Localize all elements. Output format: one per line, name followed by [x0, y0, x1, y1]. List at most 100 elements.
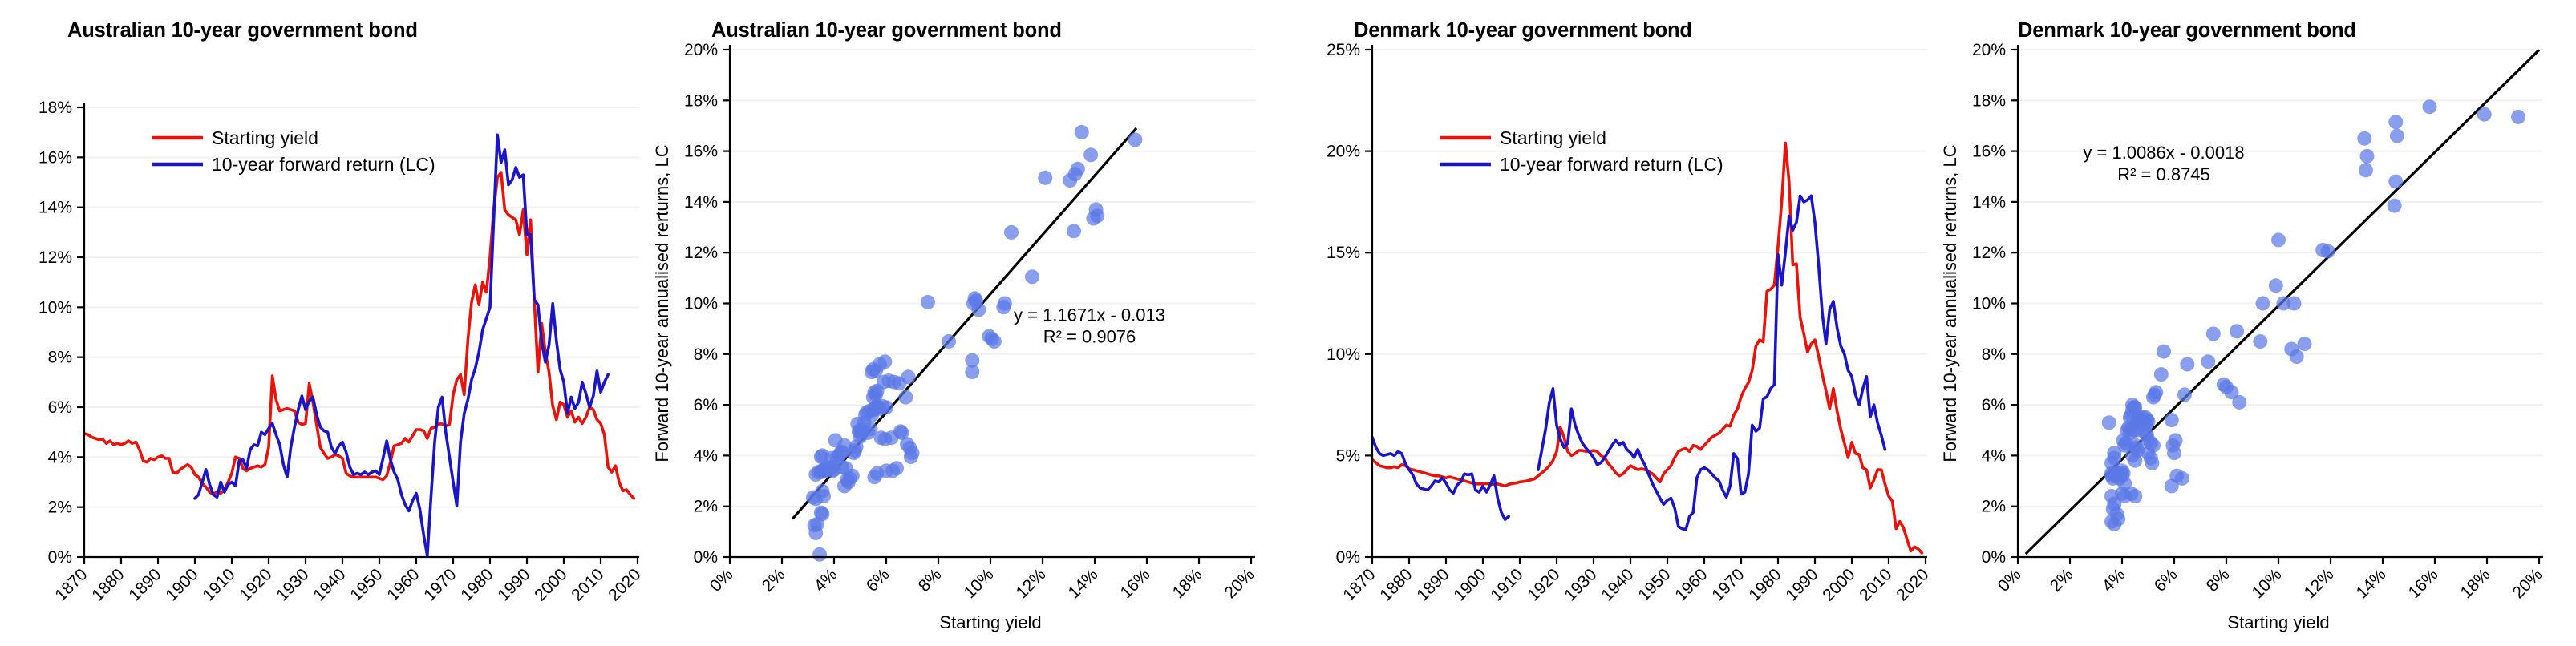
y-axis-label: Forward 10-year annualised rerturns, LC	[652, 144, 672, 462]
y-tick-label: 18%	[1972, 91, 2006, 110]
scatter-point	[965, 353, 980, 368]
axes	[728, 45, 1255, 559]
scatter-point	[2511, 109, 2525, 124]
scatter-point	[967, 291, 982, 306]
x-tick-label: 16%	[1117, 565, 1154, 602]
axes	[1371, 45, 1927, 559]
x-tick-label: 8%	[915, 565, 946, 596]
x-tick-label: 1970	[1708, 565, 1748, 604]
gridlines	[1372, 49, 1927, 457]
scatter-point	[2358, 163, 2373, 178]
scatter-point	[2276, 296, 2291, 311]
scatter-point	[867, 470, 882, 485]
scatter-point	[2101, 415, 2116, 430]
scatter-point	[2320, 244, 2335, 259]
scatter-point	[877, 354, 893, 369]
chart-panel-denmark-scatter: Denmark 10-year government bond y = 1.00…	[1932, 0, 2576, 646]
scatter-point	[2357, 131, 2372, 146]
x-tick-label: 2000	[531, 565, 570, 604]
x-tick-label: 1900	[162, 565, 201, 604]
x-tick-label: 1930	[273, 565, 312, 604]
y-tick-label: 14%	[38, 199, 72, 217]
gridlines	[2018, 49, 2543, 507]
x-tick-label: 6%	[863, 565, 893, 596]
legend-label: Starting yield	[212, 127, 318, 148]
x-tick-label: 12%	[2301, 565, 2338, 602]
scatter-point	[2230, 324, 2244, 339]
y-tick-label: 12%	[38, 248, 72, 267]
x-tick-label: 4%	[811, 565, 841, 596]
scatter-point	[2146, 438, 2161, 453]
x-tick-label: 10%	[2249, 565, 2286, 602]
axes	[2016, 45, 2543, 559]
y-tick-label: 0%	[1982, 548, 2006, 567]
regression-equation: y = 1.1671x - 0.013	[1014, 305, 1165, 325]
chart-title: Australian 10-year government bond	[711, 19, 1062, 42]
x-tick-label: 1870	[1339, 565, 1379, 604]
series-forward_return	[1371, 435, 1510, 521]
gridlines	[730, 49, 1255, 507]
x-tick-label: 0%	[707, 565, 737, 596]
y-tick-label: 14%	[1972, 193, 2006, 212]
legend: Starting yield 10-year forward return (LC…	[152, 127, 435, 175]
scatter-point	[2289, 349, 2304, 364]
scatter-point	[2180, 357, 2195, 372]
scatter-point	[2268, 278, 2283, 293]
y-tick-label: 2%	[48, 499, 72, 517]
y-tick-label: 18%	[684, 91, 718, 110]
chart-panel-denmark-line: Denmark 10-year government bond 0% 5% 10% 1…	[1288, 0, 1932, 646]
x-tick-label: 1910	[1487, 565, 1526, 604]
x-tick-label: 1940	[1598, 565, 1637, 604]
y-tick-label: 6%	[694, 396, 718, 414]
scatter-point	[2477, 107, 2492, 122]
x-tick-label: 2020	[1893, 565, 1932, 604]
gridlines	[84, 107, 639, 508]
scatter-point	[942, 334, 956, 349]
scatter-point	[2286, 296, 2302, 311]
y-tick-label: 20%	[684, 41, 718, 59]
chart-panel-australia-line: Australian 10-year government bond 0% 2% 4…	[0, 0, 644, 646]
scatter-point	[2141, 414, 2156, 429]
x-tick-label: 1930	[1561, 565, 1600, 604]
legend-label: 10-year forward return (LC)	[212, 154, 435, 175]
chart-title: Denmark 10-year government bond	[2018, 19, 2356, 42]
x-tick-label: 10%	[961, 565, 998, 602]
x-tick-label: 1870	[51, 565, 91, 604]
scatter-point	[1025, 269, 1039, 285]
x-tick-label: 2010	[568, 565, 607, 604]
y-tick-label: 4%	[1982, 446, 2006, 465]
y-tick-label: 14%	[684, 193, 718, 212]
y-tick-label: 6%	[48, 398, 72, 417]
scatter-point	[2168, 433, 2183, 448]
x-tick-label: 18%	[2457, 565, 2494, 602]
scatter-point	[2167, 446, 2181, 461]
x-tick-label: 1990	[1782, 565, 1821, 604]
chart-panel-australia-scatter: Australian 10-year government bond y = 1…	[644, 0, 1288, 646]
scatter-point	[2111, 511, 2126, 527]
scatter-point	[901, 369, 916, 385]
x-tick-label: 1890	[125, 565, 164, 604]
scatter-point	[815, 507, 830, 522]
scatter-point	[2128, 489, 2143, 503]
y-tick-label: 15%	[1326, 244, 1360, 262]
x-tick-label: 1880	[88, 565, 128, 604]
line-series	[83, 133, 636, 558]
x-tick-label: 2%	[2047, 565, 2077, 596]
y-tick-label: 20%	[1972, 41, 2006, 59]
x-axis: 0% 2% 4% 6% 8% 10% 12% 14% 16% 18% 20%	[1995, 557, 2546, 602]
y-tick-label: 16%	[38, 148, 72, 167]
y-tick-label: 12%	[684, 244, 718, 262]
x-tick-label: 1980	[457, 565, 496, 604]
y-tick-label: 12%	[1972, 244, 2006, 262]
x-tick-label: 2020	[605, 565, 644, 604]
y-tick-label: 10%	[1972, 295, 2006, 313]
scatter-point	[2388, 115, 2404, 130]
series-starting_yield	[83, 171, 636, 500]
y-tick-label: 25%	[1326, 41, 1360, 59]
series-forward_return	[193, 133, 610, 558]
x-tick-label: 2010	[1856, 565, 1895, 604]
scatter-point	[812, 547, 828, 562]
aus-line-svg: 0% 2% 4% 6% 8% 10% 12% 14% 16% 18% 187018801890190…	[38, 19, 644, 605]
x-tick-label: 18%	[1169, 565, 1206, 602]
x-tick-label: 1910	[199, 565, 238, 604]
